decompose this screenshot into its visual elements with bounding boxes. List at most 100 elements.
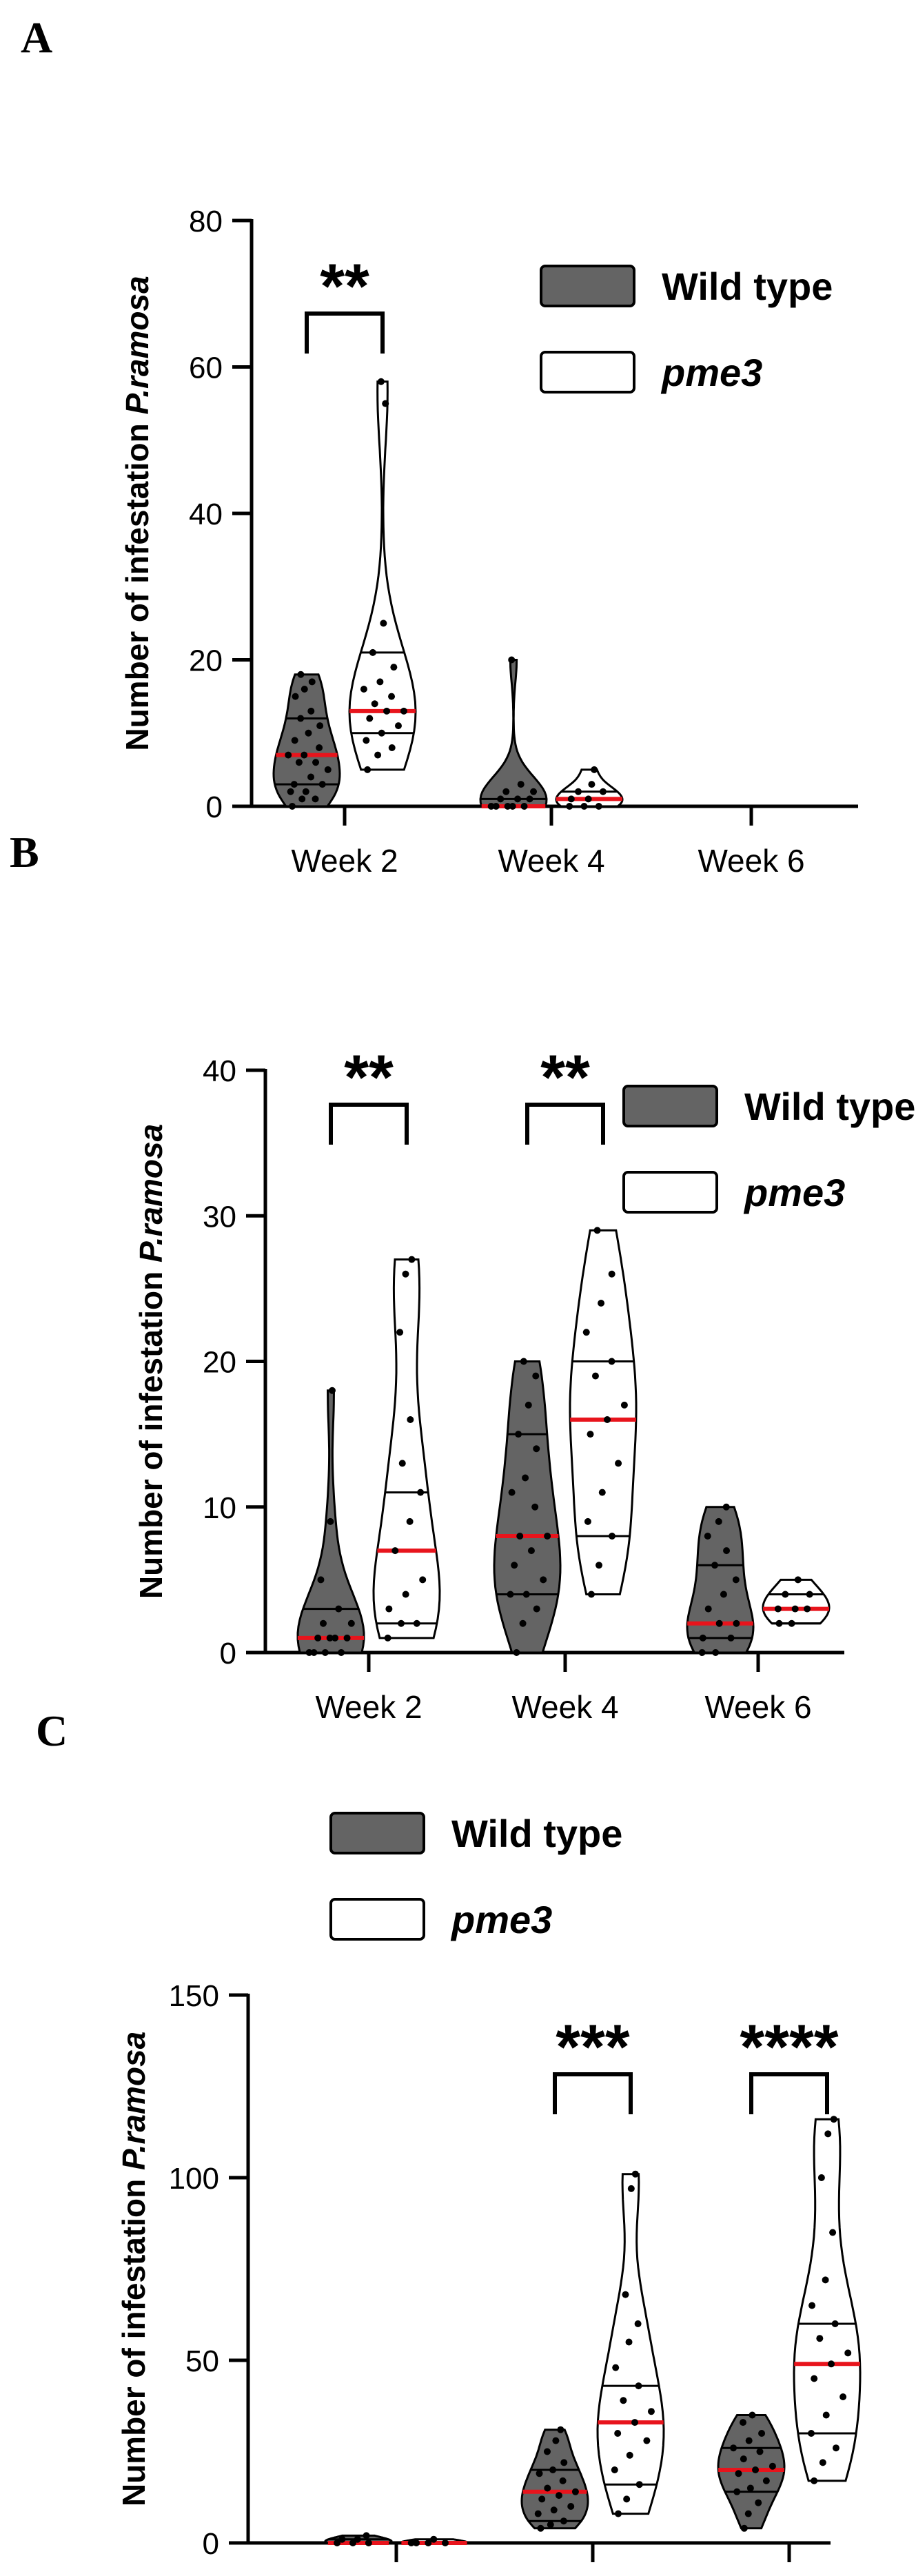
- data-point: [744, 2510, 752, 2517]
- data-point: [295, 759, 303, 766]
- data-point: [522, 1591, 530, 1598]
- data-point: [782, 1591, 789, 1598]
- data-point: [808, 2302, 816, 2309]
- violin-pme3: [596, 2170, 665, 2517]
- data-point: [769, 2462, 776, 2470]
- data-point: [376, 678, 384, 686]
- data-point: [335, 1605, 343, 1613]
- data-point: [712, 1649, 720, 1656]
- data-point: [511, 1562, 518, 1569]
- violin-body: [372, 1258, 441, 1639]
- data-point: [369, 648, 376, 656]
- data-point: [626, 2451, 633, 2459]
- data-point: [343, 1634, 351, 1642]
- y-tick-label: 0: [220, 1637, 236, 1670]
- violin-pme3: [348, 378, 417, 773]
- y-tick-label: 60: [189, 351, 223, 385]
- data-point: [526, 795, 533, 803]
- data-point: [620, 1401, 628, 1409]
- data-point: [591, 766, 598, 773]
- data-point: [297, 715, 305, 722]
- violin-wild-type: [520, 2426, 589, 2532]
- data-point: [625, 2338, 633, 2346]
- significance-label: **: [344, 1043, 394, 1113]
- panel-letter: C: [36, 1706, 68, 1755]
- violin-body: [686, 1506, 755, 1654]
- data-point: [740, 2419, 747, 2426]
- legend-label: Wild type: [744, 1085, 915, 1128]
- y-axis-label: Number of infestation P.ramosa: [119, 276, 155, 750]
- data-point: [360, 686, 367, 693]
- data-point: [608, 1533, 615, 1540]
- data-point: [365, 2539, 372, 2546]
- data-point: [508, 1489, 516, 1496]
- data-point: [527, 1547, 535, 1555]
- data-point: [730, 2444, 737, 2452]
- data-point: [363, 737, 370, 744]
- data-point: [297, 671, 305, 678]
- data-point: [533, 1605, 540, 1613]
- data-point: [588, 781, 596, 788]
- data-point: [547, 2521, 554, 2528]
- data-point: [382, 400, 389, 407]
- data-point: [349, 2539, 356, 2546]
- data-point: [425, 2539, 432, 2546]
- significance-label: ****: [740, 2012, 838, 2083]
- data-point: [587, 1431, 594, 1438]
- violin-pme3: [569, 1227, 638, 1598]
- data-point: [549, 2466, 557, 2473]
- data-point: [608, 1358, 615, 1365]
- data-point: [531, 1503, 539, 1511]
- data-point: [587, 1591, 595, 1598]
- legend-label: pme3: [660, 351, 762, 394]
- data-point: [544, 2484, 551, 2492]
- legend-label: Wild type: [451, 1812, 622, 1855]
- data-point: [536, 2470, 543, 2477]
- data-point: [599, 788, 607, 795]
- x-tick-label: Week 4: [511, 1689, 618, 1723]
- y-axis-label-species: P.ramosa: [119, 276, 155, 414]
- data-point: [400, 707, 407, 715]
- data-point: [302, 788, 309, 795]
- violin-body: [762, 1578, 831, 1625]
- data-point: [774, 1605, 782, 1613]
- data-point: [732, 1576, 740, 1584]
- data-point: [749, 2411, 756, 2419]
- data-point: [430, 2535, 438, 2543]
- y-axis-label-text: Number of infestation: [119, 415, 155, 751]
- data-point: [383, 707, 391, 715]
- data-point: [317, 1576, 325, 1584]
- x-tick-label: Week 2: [315, 1689, 422, 1723]
- data-point: [567, 2503, 575, 2510]
- panel-a: A 0 20 40 60 80 Number of infestation P.ramos…: [0, 0, 916, 889]
- violin-pme3: [400, 2535, 469, 2546]
- data-point: [509, 803, 516, 810]
- data-point: [347, 1619, 355, 1627]
- data-point: [611, 2466, 618, 2473]
- significance-bracket: [525, 1103, 605, 1145]
- data-point: [398, 1460, 406, 1467]
- legend-swatch: [622, 1085, 718, 1127]
- data-point: [543, 2448, 551, 2455]
- data-point: [388, 693, 396, 700]
- data-point: [319, 1619, 327, 1627]
- data-point: [525, 1401, 532, 1409]
- data-point: [832, 2444, 839, 2452]
- data-point: [580, 803, 588, 810]
- data-point: [698, 1649, 706, 1656]
- data-point: [301, 751, 308, 759]
- data-point: [723, 1547, 731, 1555]
- data-point: [819, 2459, 826, 2466]
- significance-bracket: [553, 2072, 633, 2114]
- data-point: [537, 2524, 544, 2532]
- violin-chart-a: 0 20 40 60 80 Number of infestation P.ramosa W…: [119, 205, 858, 879]
- data-point: [366, 715, 374, 722]
- violin-body: [348, 380, 417, 771]
- data-point: [620, 2397, 627, 2404]
- y-tick-label: 20: [189, 644, 223, 678]
- data-point: [635, 2481, 643, 2488]
- data-point: [328, 1387, 336, 1394]
- violin-pme3: [555, 766, 624, 810]
- data-point: [324, 766, 332, 773]
- data-point: [363, 2532, 370, 2539]
